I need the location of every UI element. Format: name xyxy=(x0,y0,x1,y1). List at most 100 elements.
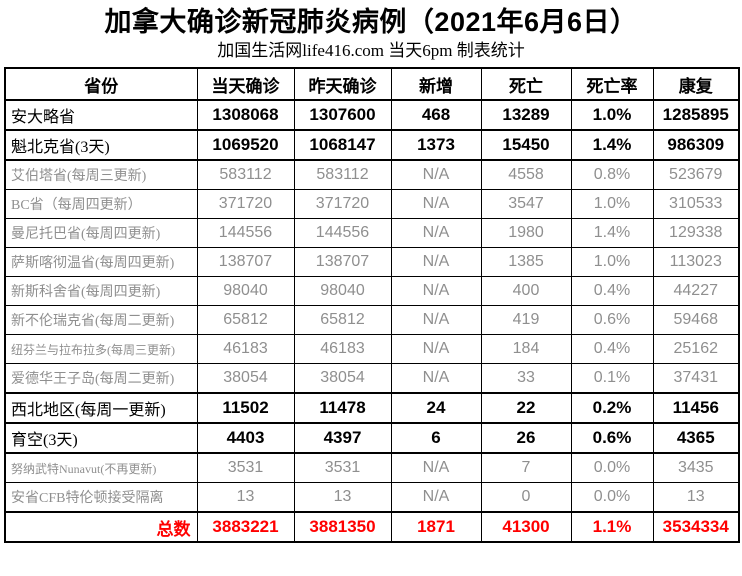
stat-value: 0.6% xyxy=(570,305,654,335)
stat-value: 33 xyxy=(480,363,572,394)
table-body: 安大略省 1308068 1307600 468 13289 1.0% 1285895 魁北克… xyxy=(4,99,740,543)
stat-value: 59468 xyxy=(652,305,740,335)
stat-value: N/A xyxy=(390,305,482,335)
province-label: 魁北克省(3天) xyxy=(4,129,198,161)
column-header: 昨天确诊 xyxy=(293,67,392,101)
stat-value: 3883221 xyxy=(196,511,295,543)
stat-value: 986309 xyxy=(652,129,740,161)
province-label: 安大略省 xyxy=(4,99,198,131)
stat-value: 184 xyxy=(480,334,572,364)
stat-value: 15450 xyxy=(480,129,572,161)
table-row: 爱德华王子岛(每周二更新) 38054 38054 N/A 33 0.1% 37431 xyxy=(4,363,740,394)
stat-value: 13 xyxy=(293,482,392,513)
stat-value: 4403 xyxy=(196,422,295,454)
stat-value: 1308068 xyxy=(196,99,295,131)
stat-value: 0.6% xyxy=(570,422,654,454)
stat-value: 46183 xyxy=(293,334,392,364)
table-row: 萨斯喀彻温省(每周四更新) 138707 138707 N/A 1385 1.0% 1130… xyxy=(4,247,740,277)
province-label: 新斯科舍省(每周四更新) xyxy=(4,276,198,306)
table-row: 魁北克省(3天) 1069520 1068147 1373 15450 1.4% 98630… xyxy=(4,129,740,161)
stat-value: 4397 xyxy=(293,422,392,454)
stat-value: 38054 xyxy=(196,363,295,394)
stat-value: 11502 xyxy=(196,392,295,424)
column-header: 死亡率 xyxy=(570,67,654,101)
total-row: 总数 3883221 3881350 1871 41300 1.1% 3534334 xyxy=(4,511,740,543)
stat-value: 37431 xyxy=(652,363,740,394)
stat-value: 3881350 xyxy=(293,511,392,543)
stat-value: 3531 xyxy=(196,452,295,483)
table-row: 纽芬兰与拉布拉多(每周三更新) 46183 46183 N/A 184 0.4% 25162 xyxy=(4,334,740,364)
stat-value: 3435 xyxy=(652,452,740,483)
stat-value: 13 xyxy=(196,482,295,513)
stat-value: 0.1% xyxy=(570,363,654,394)
stat-value: 46183 xyxy=(196,334,295,364)
stat-value: 523679 xyxy=(652,159,740,190)
stat-value: 0.8% xyxy=(570,159,654,190)
stat-value: 41300 xyxy=(480,511,572,543)
stat-value: 38054 xyxy=(293,363,392,394)
stat-value: 419 xyxy=(480,305,572,335)
stat-value: 4365 xyxy=(652,422,740,454)
stat-value: 3534334 xyxy=(652,511,740,543)
stat-value: N/A xyxy=(390,247,482,277)
page: { "header": { "title": "加拿大确诊新冠肺炎病例（2021… xyxy=(0,7,742,576)
stat-value: N/A xyxy=(390,363,482,394)
province-label: 育空(3天) xyxy=(4,422,198,454)
province-label: 努纳武特Nunavut(不再更新) xyxy=(4,452,198,483)
stat-value: 371720 xyxy=(293,189,392,219)
stat-value: 129338 xyxy=(652,218,740,248)
stat-value: 583112 xyxy=(293,159,392,190)
stat-value: 1.0% xyxy=(570,247,654,277)
province-label: BC省（每周四更新） xyxy=(4,189,198,219)
stat-value: 1980 xyxy=(480,218,572,248)
column-header: 死亡 xyxy=(480,67,572,101)
stat-value: 7 xyxy=(480,452,572,483)
province-label: 萨斯喀彻温省(每周四更新) xyxy=(4,247,198,277)
stat-value: 138707 xyxy=(293,247,392,277)
stat-value: 13 xyxy=(652,482,740,513)
covid-stats-table: 省份 当天确诊 昨天确诊 新增 死亡 死亡率 康复 安大略省 1308068 1307600 46… xyxy=(4,67,740,543)
stat-value: N/A xyxy=(390,452,482,483)
province-label: 纽芬兰与拉布拉多(每周三更新) xyxy=(4,334,198,364)
stat-value: 0 xyxy=(480,482,572,513)
stat-value: 11478 xyxy=(293,392,392,424)
stat-value: N/A xyxy=(390,276,482,306)
stat-value: 98040 xyxy=(196,276,295,306)
stat-value: 1.0% xyxy=(570,99,654,131)
stat-value: 1373 xyxy=(390,129,482,161)
stat-value: 1068147 xyxy=(293,129,392,161)
stat-value: 65812 xyxy=(196,305,295,335)
table-row: 安大略省 1308068 1307600 468 13289 1.0% 1285895 xyxy=(4,99,740,131)
province-label: 艾伯塔省(每周三更新) xyxy=(4,159,198,190)
province-label: 西北地区(每周一更新) xyxy=(4,392,198,424)
province-label: 曼尼托巴省(每周四更新) xyxy=(4,218,198,248)
stat-value: N/A xyxy=(390,482,482,513)
total-label: 总数 xyxy=(4,511,198,543)
stat-value: 22 xyxy=(480,392,572,424)
stat-value: 1385 xyxy=(480,247,572,277)
stat-value: 144556 xyxy=(293,218,392,248)
table-row: 安省CFB特伦顿接受隔离 13 13 N/A 0 0.0% 13 xyxy=(4,482,740,513)
stat-value: 138707 xyxy=(196,247,295,277)
stat-value: 144556 xyxy=(196,218,295,248)
table-row: 曼尼托巴省(每周四更新) 144556 144556 N/A 1980 1.4% 12933… xyxy=(4,218,740,248)
stat-value: 24 xyxy=(390,392,482,424)
table-row: 努纳武特Nunavut(不再更新) 3531 3531 N/A 7 0.0% 3435 xyxy=(4,452,740,483)
table-row: 艾伯塔省(每周三更新) 583112 583112 N/A 4558 0.8% 523679 xyxy=(4,159,740,190)
stat-value: 0.0% xyxy=(570,482,654,513)
table-row: 西北地区(每周一更新) 11502 11478 24 22 0.2% 11456 xyxy=(4,392,740,424)
header-row: 省份 当天确诊 昨天确诊 新增 死亡 死亡率 康复 xyxy=(4,67,740,101)
stat-value: 98040 xyxy=(293,276,392,306)
stat-value: 1069520 xyxy=(196,129,295,161)
province-label: 爱德华王子岛(每周二更新) xyxy=(4,363,198,394)
stat-value: 113023 xyxy=(652,247,740,277)
stat-value: N/A xyxy=(390,159,482,190)
stat-value: 11456 xyxy=(652,392,740,424)
stat-value: 1307600 xyxy=(293,99,392,131)
column-header: 当天确诊 xyxy=(196,67,295,101)
stat-value: 25162 xyxy=(652,334,740,364)
column-header: 省份 xyxy=(4,67,198,101)
stat-value: 1.1% xyxy=(570,511,654,543)
province-label: 安省CFB特伦顿接受隔离 xyxy=(4,482,198,513)
stat-value: N/A xyxy=(390,334,482,364)
